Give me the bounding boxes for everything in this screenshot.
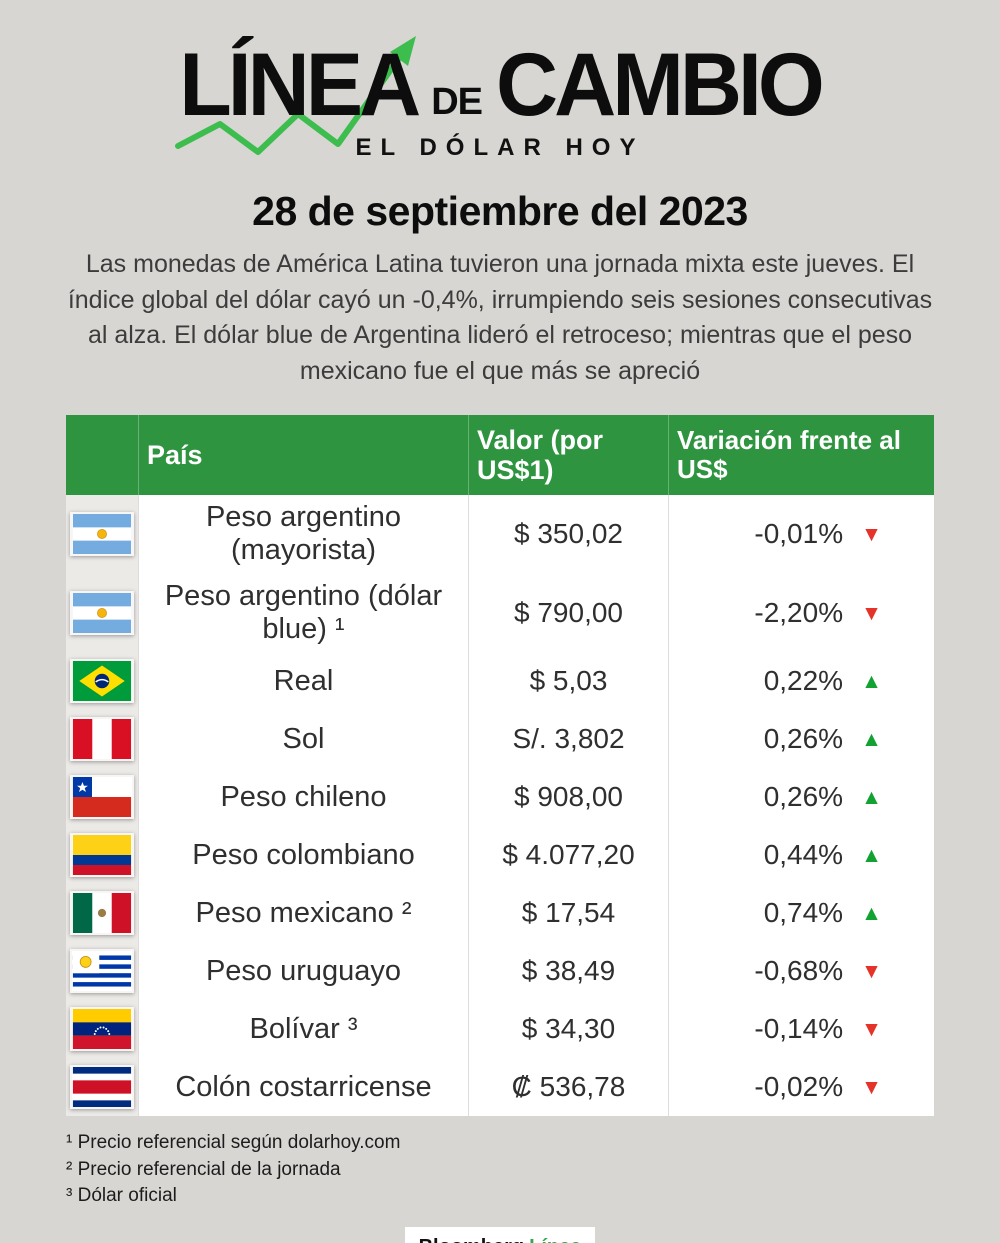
variation-cell: -0,02% ▼ xyxy=(668,1058,934,1117)
country-name: Peso argentino (mayorista) xyxy=(138,495,468,574)
country-name: Peso uruguayo xyxy=(138,942,468,1001)
header-cell-country: País xyxy=(138,415,468,495)
currency-value: $ 908,00 xyxy=(468,768,668,827)
argentina-flag xyxy=(70,512,134,557)
down-triangle-icon: ▼ xyxy=(861,1075,882,1099)
logo-word-linea: LÍNEA xyxy=(179,35,421,135)
table-row-flag-cell xyxy=(66,652,138,711)
footnote-3: ³ Dólar oficial xyxy=(66,1184,177,1206)
stock-line-arrow-icon xyxy=(175,36,416,155)
variation-percent: -0,01% xyxy=(754,518,844,550)
peru-flag xyxy=(70,717,134,762)
variation-cell: 0,22% ▲ xyxy=(668,652,934,711)
logo-word-cambio: CAMBIO xyxy=(496,35,825,135)
variation-cell: 0,44% ▲ xyxy=(668,826,934,885)
table-row-flag-cell xyxy=(66,495,138,574)
chile-flag xyxy=(70,775,134,820)
currency-value: S/. 3,802 xyxy=(468,710,668,769)
country-name: Colón costarricense xyxy=(138,1058,468,1117)
table-row-flag-cell xyxy=(66,884,138,943)
table-row-flag-cell xyxy=(66,710,138,769)
variation-cell: -2,20% ▼ xyxy=(668,573,934,653)
intro-text: Las monedas de América Latina tuvieron u… xyxy=(67,250,933,385)
venezuela-flag xyxy=(70,1007,134,1052)
variation-percent: 0,74% xyxy=(763,897,844,929)
argentina-flag xyxy=(70,591,134,636)
variation-percent: -0,14% xyxy=(754,1013,844,1045)
variation-percent: 0,26% xyxy=(763,781,844,813)
country-name: Peso mexicano ² xyxy=(138,884,468,943)
variation-cell: -0,14% ▼ xyxy=(668,1000,934,1059)
currency-value: ₡ 536,78 xyxy=(468,1058,668,1117)
logo-wordmark: LÍNEA DE CAMBIO xyxy=(110,35,890,135)
variation-cell: -0,01% ▼ xyxy=(668,495,934,574)
variation-cell: 0,26% ▲ xyxy=(668,710,934,769)
variation-cell: 0,26% ▲ xyxy=(668,768,934,827)
variation-percent: 0,22% xyxy=(763,665,844,697)
uruguay-flag xyxy=(70,949,134,994)
mexico-flag xyxy=(70,891,134,936)
country-name: Peso chileno xyxy=(138,768,468,827)
table-row-flag-cell xyxy=(66,1058,138,1117)
table-row-flag-cell xyxy=(66,942,138,1001)
brazil-flag xyxy=(70,659,134,704)
up-triangle-icon: ▲ xyxy=(861,785,882,809)
currency-value: $ 790,00 xyxy=(468,573,668,653)
logo-word-de: DE xyxy=(431,81,483,123)
variation-cell: -0,68% ▼ xyxy=(668,942,934,1001)
table-row-flag-cell xyxy=(66,768,138,827)
country-name: Peso colombiano xyxy=(138,826,468,885)
table-row-flag-cell xyxy=(66,1000,138,1059)
currency-value: $ 350,02 xyxy=(468,495,668,574)
up-triangle-icon: ▲ xyxy=(861,901,882,925)
footnotes: ¹ Precio referencial según dolarhoy.com … xyxy=(66,1130,1000,1209)
date-title: 28 de septiembre del 2023 xyxy=(252,188,748,234)
brand-linea: Línea xyxy=(529,1236,581,1243)
up-triangle-icon: ▲ xyxy=(861,843,882,867)
variation-percent: 0,44% xyxy=(763,839,844,871)
logo: LÍNEA DE CAMBIO EL DÓLAR HOY xyxy=(110,35,890,162)
variation-percent: -0,02% xyxy=(754,1071,844,1103)
down-triangle-icon: ▼ xyxy=(861,1017,882,1041)
table-row-flag-cell xyxy=(66,826,138,885)
footnote-2: ² Precio referencial de la jornada xyxy=(66,1158,341,1180)
down-triangle-icon: ▼ xyxy=(861,522,882,546)
down-triangle-icon: ▼ xyxy=(861,601,882,625)
currency-value: $ 17,54 xyxy=(468,884,668,943)
footnote-1: ¹ Precio referencial según dolarhoy.com xyxy=(66,1132,401,1154)
country-name: Real xyxy=(138,652,468,711)
bloomberg-linea-logo: Bloomberg Línea xyxy=(405,1227,595,1243)
up-triangle-icon: ▲ xyxy=(861,727,882,751)
up-triangle-icon: ▲ xyxy=(861,669,882,693)
currency-value: $ 34,30 xyxy=(468,1000,668,1059)
logo-subtitle: EL DÓLAR HOY xyxy=(355,134,645,161)
currency-value: $ 4.077,20 xyxy=(468,826,668,885)
country-name: Bolívar ³ xyxy=(138,1000,468,1059)
down-triangle-icon: ▼ xyxy=(861,959,882,983)
colombia-flag xyxy=(70,833,134,878)
variation-cell: 0,74% ▲ xyxy=(668,884,934,943)
header-cell-flag xyxy=(66,415,138,495)
variation-percent: 0,26% xyxy=(763,723,844,755)
costa-rica-flag xyxy=(70,1065,134,1110)
variation-percent: -2,20% xyxy=(754,597,844,629)
brand-bloomberg: Bloomberg xyxy=(419,1236,525,1243)
table-row-flag-cell xyxy=(66,573,138,653)
header-cell-value: Valor (por US$1) xyxy=(468,415,668,495)
variation-percent: -0,68% xyxy=(754,955,844,987)
country-name: Sol xyxy=(138,710,468,769)
currency-value: $ 5,03 xyxy=(468,652,668,711)
country-name: Peso argentino (dólar blue) ¹ xyxy=(138,573,468,653)
currency-value: $ 38,49 xyxy=(468,942,668,1001)
exchange-rate-table: País Valor (por US$1) Variación frente a… xyxy=(66,415,934,1117)
header-cell-variation: Variación frente al US$ xyxy=(668,415,934,495)
